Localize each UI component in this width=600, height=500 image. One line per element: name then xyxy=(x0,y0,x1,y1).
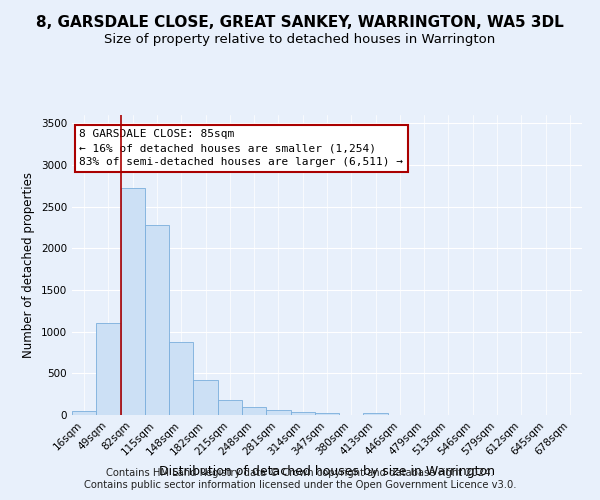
Y-axis label: Number of detached properties: Number of detached properties xyxy=(22,172,35,358)
Bar xyxy=(121,188,145,415)
Bar xyxy=(242,406,266,415)
Bar xyxy=(315,412,339,415)
Bar xyxy=(193,380,218,415)
Bar xyxy=(96,324,121,415)
Bar xyxy=(169,342,193,415)
Bar xyxy=(364,412,388,415)
Text: Contains public sector information licensed under the Open Government Licence v3: Contains public sector information licen… xyxy=(84,480,516,490)
Bar xyxy=(290,412,315,415)
Text: 8 GARSDALE CLOSE: 85sqm
← 16% of detached houses are smaller (1,254)
83% of semi: 8 GARSDALE CLOSE: 85sqm ← 16% of detache… xyxy=(79,129,403,167)
Text: Contains HM Land Registry data © Crown copyright and database right 2024.: Contains HM Land Registry data © Crown c… xyxy=(106,468,494,477)
X-axis label: Distribution of detached houses by size in Warrington: Distribution of detached houses by size … xyxy=(159,465,495,478)
Bar xyxy=(218,400,242,415)
Text: 8, GARSDALE CLOSE, GREAT SANKEY, WARRINGTON, WA5 3DL: 8, GARSDALE CLOSE, GREAT SANKEY, WARRING… xyxy=(36,15,564,30)
Bar xyxy=(145,225,169,415)
Bar xyxy=(72,411,96,415)
Bar xyxy=(266,410,290,415)
Text: Size of property relative to detached houses in Warrington: Size of property relative to detached ho… xyxy=(104,32,496,46)
